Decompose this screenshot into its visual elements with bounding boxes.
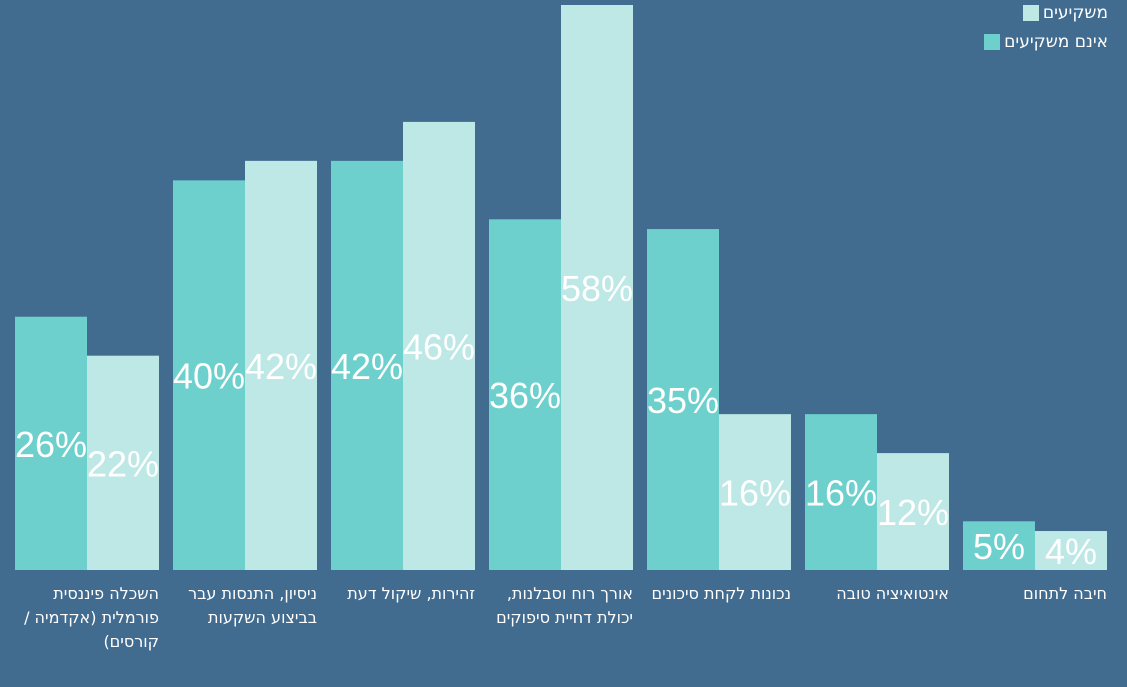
legend-item: משקיעים (1022, 3, 1108, 23)
bar (87, 355, 159, 570)
legend-item: אינם משקיעים (984, 32, 1108, 52)
bar (173, 180, 245, 570)
bar (963, 521, 1035, 570)
value-label: 35% (647, 380, 719, 421)
bar (561, 5, 633, 570)
bar (1035, 531, 1107, 570)
legend-label: אינם משקיעים (1004, 32, 1108, 52)
category-label: השכלה פיננסית פורמלית (אקדמיה / קורסים) (24, 584, 159, 651)
value-label: 42% (331, 346, 403, 387)
bar (719, 414, 791, 570)
legend-label: משקיעים (1042, 3, 1108, 23)
value-label: 5% (973, 526, 1025, 567)
value-label: 42% (245, 346, 317, 387)
legend-swatch (1022, 5, 1039, 21)
value-label: 36% (489, 375, 561, 416)
category-label: זהירות, שיקול דעת (347, 584, 475, 603)
value-label: 16% (805, 473, 877, 514)
bar (489, 219, 561, 570)
value-label: 58% (561, 268, 633, 309)
category-label: ניסיון, התנסות עבר בביצוע השקעות (188, 584, 317, 627)
value-label: 46% (403, 326, 475, 367)
category-label: אורך רוח וסבלנות, יכולת דחיית סיפוקים (496, 584, 633, 627)
value-label: 16% (719, 473, 791, 514)
value-label: 40% (173, 356, 245, 397)
bar (15, 316, 87, 570)
value-label: 26% (15, 424, 87, 465)
legend-swatch (984, 34, 1001, 50)
value-label: 4% (1045, 531, 1097, 572)
value-label: 22% (87, 443, 159, 484)
bar (403, 121, 475, 571)
bar (805, 414, 877, 570)
bar (647, 229, 719, 570)
category-label: נכונות לקחת סיכונים (651, 584, 791, 603)
bar (877, 453, 949, 570)
bar (331, 160, 403, 571)
category-label: אינטואיציה טובה (836, 584, 949, 603)
value-label: 12% (877, 492, 949, 533)
bar (245, 160, 317, 571)
category-label: חיבה לתחום (1023, 584, 1107, 603)
